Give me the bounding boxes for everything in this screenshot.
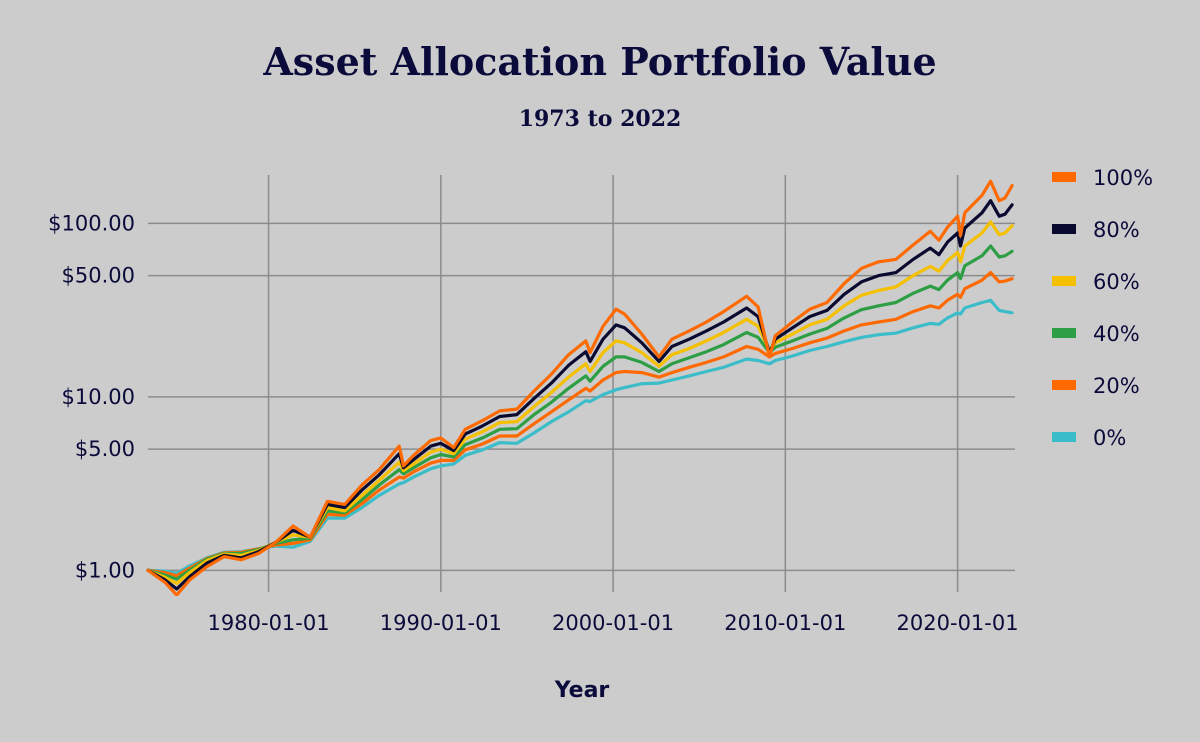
legend-swatch — [1052, 380, 1076, 390]
x-axis-title: Year — [554, 678, 610, 703]
series-line-100pct — [146, 179, 1014, 596]
x-axis-ticks: 1980-01-01 1990-01-01 2000-01-01 2010-01-01… — [208, 611, 1019, 635]
legend-swatch — [1052, 276, 1076, 286]
x-tick-label: 2010-01-01 — [724, 611, 846, 635]
y-tick-label: $1.00 — [75, 558, 135, 582]
legend: 100% 80% 60% 40% 20% 0% — [1052, 166, 1153, 450]
y-tick-label: $50.00 — [62, 264, 135, 288]
legend-swatch — [1052, 328, 1076, 338]
legend-swatch — [1052, 224, 1076, 234]
y-axis-ticks: $1.00 $5.00 $10.00 $50.00 $100.00 — [48, 211, 135, 582]
series-lines — [146, 179, 1014, 596]
series-line-80pct — [146, 199, 1014, 591]
x-tick-label: 2000-01-01 — [552, 611, 674, 635]
chart-title: Asset Allocation Portfolio Value — [262, 39, 936, 84]
x-tick-label: 1990-01-01 — [380, 611, 502, 635]
grid-lines — [148, 175, 1015, 592]
y-tick-label: $5.00 — [75, 437, 135, 461]
legend-label: 60% — [1093, 270, 1140, 294]
x-tick-label: 2020-01-01 — [897, 611, 1019, 635]
series-line-0pct — [146, 298, 1014, 576]
legend-label: 100% — [1093, 166, 1153, 190]
series-line-20pct — [146, 271, 1014, 578]
y-tick-label: $10.00 — [62, 385, 135, 409]
chart-subtitle: 1973 to 2022 — [519, 106, 682, 132]
y-tick-label: $100.00 — [48, 211, 135, 235]
legend-label: 0% — [1093, 426, 1126, 450]
legend-label: 40% — [1093, 322, 1140, 346]
legend-label: 20% — [1093, 374, 1140, 398]
legend-label: 80% — [1093, 218, 1140, 242]
legend-swatch — [1052, 432, 1076, 442]
legend-swatch — [1052, 172, 1076, 182]
x-tick-label: 1980-01-01 — [208, 611, 330, 635]
series-line-40pct — [146, 244, 1014, 581]
